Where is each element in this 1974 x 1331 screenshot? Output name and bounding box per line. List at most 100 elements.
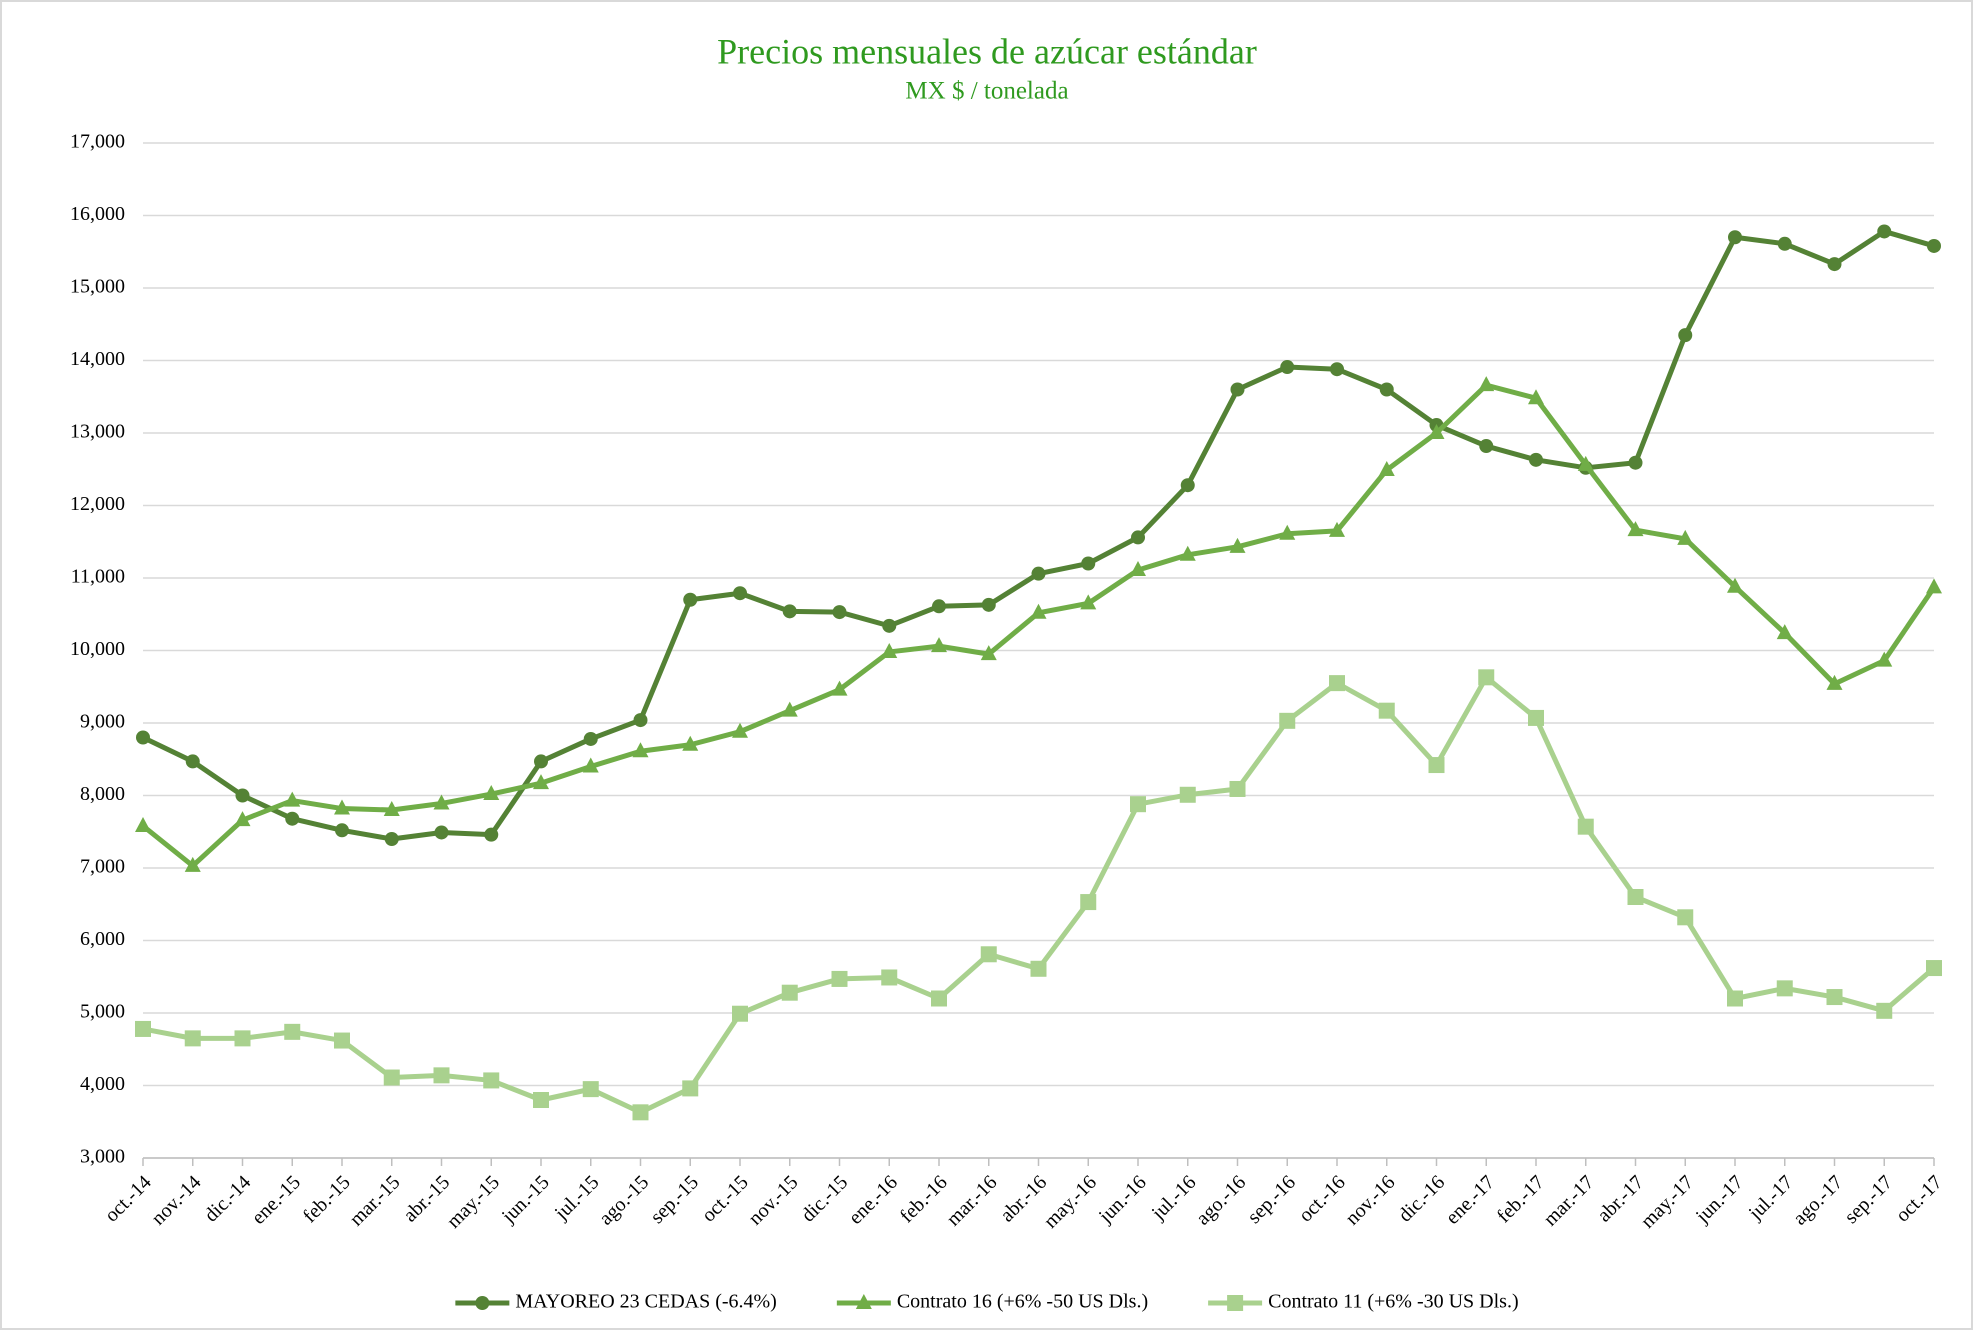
marker	[1279, 524, 1296, 540]
marker	[980, 946, 997, 963]
marker	[881, 642, 898, 658]
marker	[135, 816, 151, 832]
marker	[1628, 455, 1643, 470]
marker	[1280, 360, 1295, 375]
marker	[1479, 439, 1494, 454]
marker	[931, 990, 947, 1007]
marker	[1677, 529, 1694, 545]
marker	[475, 1296, 490, 1310]
marker	[1876, 651, 1893, 667]
marker	[1329, 675, 1345, 692]
marker	[732, 722, 748, 738]
y-tick-label: 17,000	[70, 131, 125, 153]
marker	[1577, 455, 1594, 471]
marker	[832, 605, 847, 620]
marker	[1927, 238, 1941, 253]
marker	[383, 1069, 400, 1086]
marker	[1877, 224, 1892, 239]
marker	[682, 735, 699, 751]
marker	[384, 832, 399, 846]
marker	[483, 1072, 500, 1089]
marker	[1627, 521, 1644, 537]
y-tick-label: 16,000	[70, 203, 125, 225]
marker	[583, 731, 598, 746]
marker	[334, 799, 350, 815]
marker	[433, 1067, 450, 1084]
marker	[1279, 712, 1296, 729]
marker	[1529, 452, 1543, 467]
marker	[882, 618, 897, 633]
marker	[235, 788, 250, 803]
marker	[1926, 960, 1942, 977]
marker	[533, 1092, 549, 1108]
marker	[185, 754, 200, 769]
y-tick-label: 7,000	[80, 856, 125, 878]
marker	[1330, 362, 1344, 377]
marker	[682, 1080, 699, 1097]
marker	[1080, 594, 1097, 610]
y-tick-label: 12,000	[70, 493, 125, 515]
marker	[1229, 780, 1246, 797]
marker	[1727, 990, 1743, 1007]
marker	[484, 827, 499, 842]
marker	[1428, 424, 1445, 439]
legend: MAYOREO 23 CEDAS (-6.4%) Contrato 16 (+6%…	[455, 1291, 1519, 1313]
chart-title: Precios mensuales de azúcar estándar	[717, 31, 1257, 71]
marker	[1776, 980, 1793, 997]
marker	[980, 645, 997, 661]
marker	[981, 597, 996, 612]
marker	[1826, 989, 1843, 1006]
marker	[383, 801, 400, 816]
y-tick-label: 4,000	[80, 1073, 125, 1095]
marker	[582, 1081, 599, 1098]
marker	[632, 1104, 649, 1121]
marker	[1776, 624, 1793, 640]
marker	[1627, 889, 1644, 905]
marker	[1130, 561, 1146, 577]
legend-label: Contrato 16 (+6% -50 US Dls.)	[897, 1291, 1148, 1313]
marker	[335, 823, 349, 838]
marker	[831, 680, 848, 696]
marker	[1031, 566, 1046, 581]
marker	[1080, 894, 1097, 911]
marker	[433, 794, 450, 810]
marker	[1379, 382, 1394, 397]
marker	[781, 701, 798, 717]
marker	[1577, 818, 1594, 835]
marker	[1081, 556, 1096, 571]
y-tick-label: 15,000	[70, 276, 125, 298]
marker	[534, 754, 548, 769]
legend-label: MAYOREO 23 CEDAS (-6.4%)	[515, 1291, 776, 1313]
marker	[1428, 757, 1445, 774]
marker	[582, 757, 599, 773]
marker	[1876, 1002, 1893, 1019]
marker	[1478, 669, 1495, 686]
marker	[932, 599, 946, 614]
marker	[1378, 460, 1395, 476]
marker	[1130, 796, 1146, 813]
marker	[1179, 786, 1196, 803]
marker	[135, 1020, 151, 1037]
y-tick-label: 14,000	[70, 348, 125, 370]
legend-label: Contrato 11 (+6% -30 US Dls.)	[1268, 1291, 1519, 1313]
marker	[931, 637, 947, 653]
marker	[1180, 478, 1195, 493]
y-tick-label: 11,000	[71, 566, 125, 588]
marker	[234, 811, 251, 827]
marker	[1229, 537, 1246, 553]
marker	[284, 1023, 301, 1040]
marker	[1528, 709, 1544, 726]
y-tick-label: 9,000	[80, 711, 125, 733]
marker	[881, 969, 898, 986]
marker	[1528, 389, 1544, 405]
y-tick-label: 8,000	[80, 783, 125, 805]
marker	[1826, 674, 1843, 690]
marker	[782, 604, 797, 619]
marker	[632, 742, 649, 758]
marker	[1677, 909, 1694, 926]
chart-subtitle: MX $ / tonelada	[905, 78, 1068, 105]
marker	[1728, 230, 1742, 245]
marker	[1926, 578, 1942, 594]
marker	[334, 1032, 350, 1049]
